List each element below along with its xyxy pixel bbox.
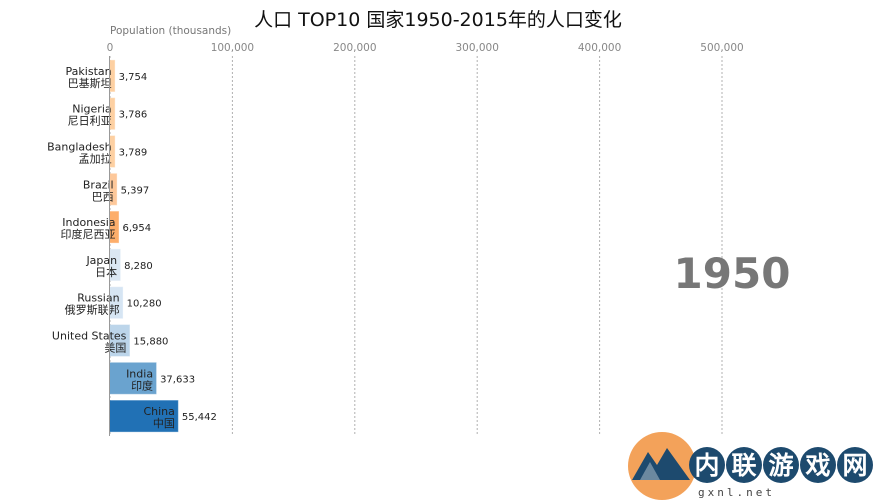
x-axis-ticks: 0 100,000 200,000 300,000 400,000 500,000 <box>107 42 744 54</box>
bar-value-label: 15,880 <box>133 337 168 348</box>
bar-label-zh: 俄罗斯联邦 <box>65 304 120 317</box>
bar-value-label: 3,786 <box>119 110 148 121</box>
bar-value-label: 8,280 <box>124 261 153 272</box>
watermark-logo-icon <box>628 432 696 500</box>
bar-label-en: Bangladesh <box>47 141 112 154</box>
bar-value-label: 3,789 <box>119 148 148 159</box>
watermark-text: 内联游戏网 <box>694 451 867 480</box>
x-tick-label: 500,000 <box>700 42 743 54</box>
x-axis-label: Population (thousands) <box>110 25 231 37</box>
bar-label-en: Brazil <box>83 178 114 191</box>
bar-label-zh: 巴西 <box>92 190 114 203</box>
bar-label-en: Nigeria <box>72 103 111 116</box>
bar-label-zh: 中国 <box>153 417 175 430</box>
bar-label-en: China <box>143 405 174 418</box>
x-tick-label: 200,000 <box>333 42 376 54</box>
watermark-url: gxnl.net <box>698 486 775 499</box>
bar-value-label: 10,280 <box>127 299 162 310</box>
grid-lines <box>109 56 723 436</box>
chart-title: 人口 TOP10 国家1950-2015年的人口变化 <box>254 9 622 31</box>
bar-label-zh: 尼日利亚 <box>68 115 112 128</box>
x-tick-label: 400,000 <box>578 42 621 54</box>
x-tick-label: 0 <box>107 42 114 54</box>
watermark: 内联游戏网 gxnl.net <box>628 432 873 500</box>
bar-label-zh: 巴基斯坦 <box>68 76 112 90</box>
bar <box>109 400 179 433</box>
x-tick-label: 100,000 <box>211 42 254 54</box>
bar-label-zh: 孟加拉 <box>79 152 112 166</box>
bar-label-zh: 印度尼西亚 <box>61 227 116 241</box>
x-tick-label: 300,000 <box>455 42 498 54</box>
bar-value-label: 6,954 <box>123 223 152 234</box>
bar-label-zh: 印度 <box>131 378 153 392</box>
bar-value-label: 3,754 <box>119 72 148 83</box>
watermark-text-badges: 内联游戏网 <box>689 447 873 483</box>
bar-value-label: 55,442 <box>182 412 217 423</box>
bar-label-zh: 日本 <box>95 265 117 279</box>
bar-label-en: Indonesia <box>62 216 115 229</box>
bar-value-label: 37,633 <box>160 374 195 385</box>
year-label: 1950 <box>674 249 791 298</box>
bar-label-en: India <box>126 367 153 380</box>
bar-label-en: Pakistan <box>66 65 112 78</box>
bar-value-label: 5,397 <box>121 185 150 196</box>
bar-label-zh: 美国 <box>104 342 126 355</box>
bar-label-en: United States <box>52 330 127 343</box>
